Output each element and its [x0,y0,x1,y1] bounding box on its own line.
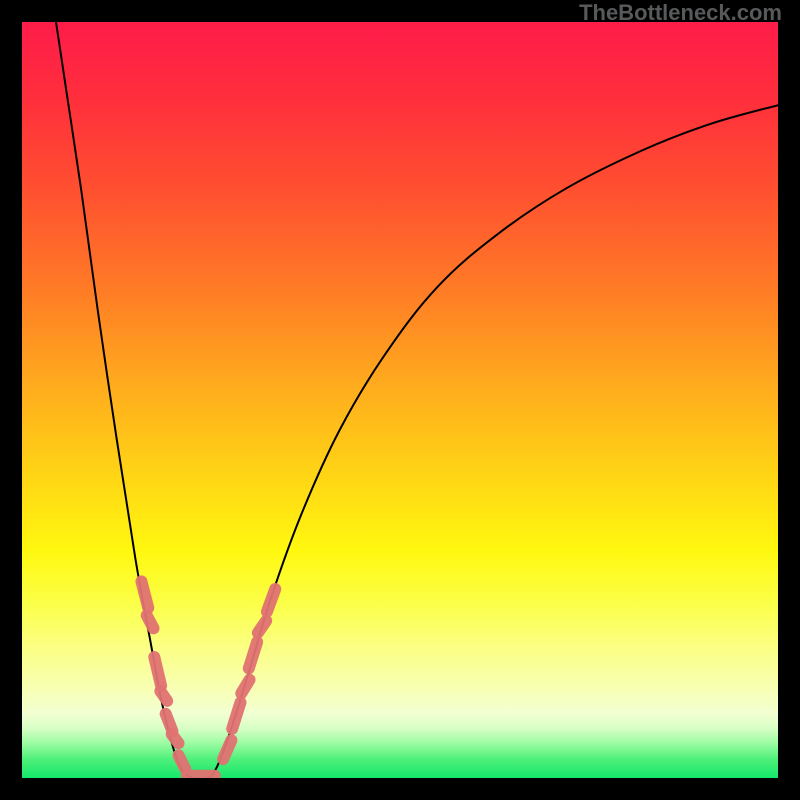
gradient-background [22,22,778,778]
curve-marker [172,734,179,743]
chart-svg [22,22,778,778]
curve-marker [249,642,257,668]
curve-marker [154,657,161,686]
watermark-text: TheBottleneck.com [579,0,782,26]
curve-marker [223,740,231,759]
curve-marker [147,615,154,628]
curve-marker [232,702,240,728]
curve-marker [178,755,185,769]
curve-marker [141,581,148,607]
outer-frame: TheBottleneck.com [0,0,800,800]
curve-marker [241,680,249,694]
curve-marker [160,691,167,701]
curve-marker [267,589,275,612]
plot-area [22,22,778,778]
curve-marker [258,621,266,633]
